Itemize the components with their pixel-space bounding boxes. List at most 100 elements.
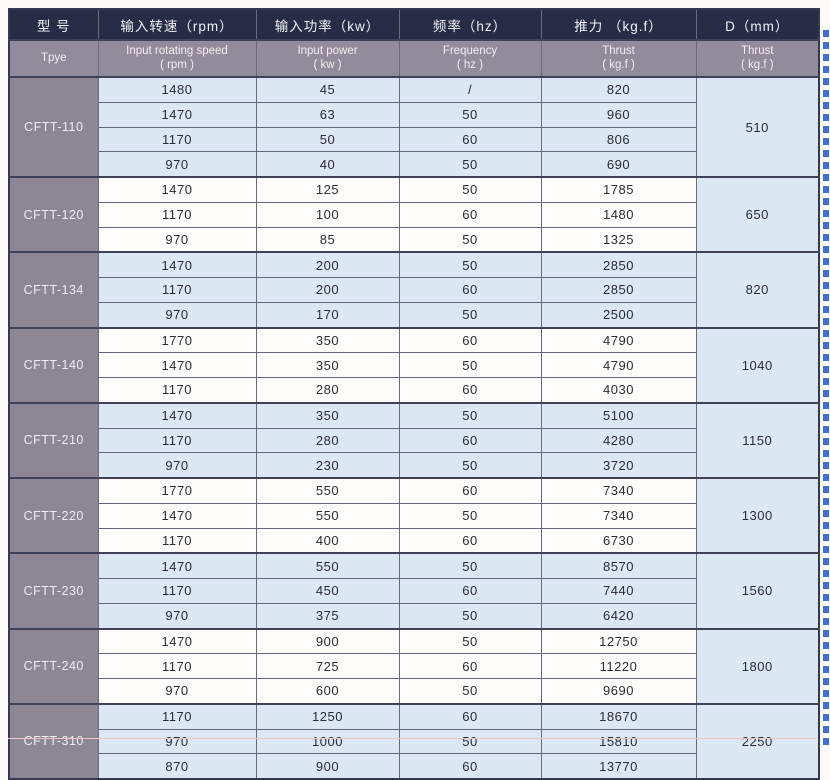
header-thrust-cn: 推力 （kg.f） bbox=[540, 8, 697, 41]
speed-cell: 1170 bbox=[97, 277, 257, 303]
speed-cell: 1170 bbox=[97, 126, 257, 153]
thrust-cell: 2500 bbox=[540, 301, 697, 329]
table-row: 1170 100 60 1480 bbox=[9, 201, 819, 228]
scan-bottom-line-artifact bbox=[8, 738, 816, 739]
table-row: 1170 280 60 4280 bbox=[9, 427, 819, 454]
header-frequency-en: Frequency( hz ) bbox=[398, 39, 542, 78]
power-cell: 550 bbox=[255, 476, 400, 504]
speed-cell: 1470 bbox=[97, 401, 257, 429]
d-cell: 510 bbox=[695, 76, 820, 178]
table-row: 1470 550 50 7340 bbox=[9, 502, 819, 529]
power-cell: 1000 bbox=[255, 728, 400, 755]
speed-cell: 1170 bbox=[97, 427, 257, 454]
power-cell: 200 bbox=[255, 277, 400, 303]
power-cell: 400 bbox=[255, 527, 400, 554]
thrust-cell: 15810 bbox=[540, 728, 697, 755]
power-cell: 85 bbox=[255, 226, 400, 253]
power-cell: 550 bbox=[255, 502, 400, 529]
freq-cell: 50 bbox=[398, 175, 542, 203]
freq-cell: 50 bbox=[398, 552, 542, 580]
d-cell: 1560 bbox=[695, 552, 820, 630]
thrust-cell: 2850 bbox=[540, 277, 697, 303]
header-diameter-cn: D（mm） bbox=[695, 8, 820, 41]
table-row: 1170 200 60 2850 bbox=[9, 277, 819, 303]
speed-cell: 1770 bbox=[97, 326, 257, 354]
freq-cell: 60 bbox=[398, 702, 542, 730]
freq-cell: 50 bbox=[398, 452, 542, 479]
power-cell: 900 bbox=[255, 627, 400, 655]
freq-cell: 60 bbox=[398, 653, 542, 679]
freq-cell: 60 bbox=[398, 578, 542, 604]
speed-cell: 1470 bbox=[97, 627, 257, 655]
d-cell: 1300 bbox=[695, 476, 820, 554]
thrust-cell: 9690 bbox=[540, 677, 697, 705]
d-cell: 820 bbox=[695, 251, 820, 329]
speed-cell: 1470 bbox=[97, 251, 257, 279]
table-row: CFTT-230 1470 550 50 8570 1560 bbox=[8, 552, 820, 630]
power-cell: 280 bbox=[255, 427, 400, 454]
thrust-cell: 806 bbox=[540, 126, 697, 153]
power-cell: 170 bbox=[255, 301, 400, 329]
header-model-en: Tpye bbox=[8, 39, 99, 78]
thrust-cell: 18670 bbox=[540, 702, 697, 730]
header-speed-en: Input rotating speed( rpm ) bbox=[97, 39, 257, 78]
header-thrust-en: Thrust( kg.f ) bbox=[540, 39, 697, 78]
power-cell: 40 bbox=[255, 151, 400, 178]
freq-cell: 50 bbox=[398, 401, 542, 429]
freq-cell: 60 bbox=[398, 753, 542, 780]
thrust-cell: 1325 bbox=[540, 226, 697, 253]
thrust-cell: 1785 bbox=[540, 175, 697, 203]
thrust-cell: 12750 bbox=[540, 627, 697, 655]
d-cell: 2250 bbox=[695, 702, 820, 780]
thrust-cell: 8570 bbox=[540, 552, 697, 580]
table-row: CFTT-120 1470 125 50 1785 650 bbox=[8, 175, 820, 253]
thrust-cell: 3720 bbox=[540, 452, 697, 479]
freq-cell: 50 bbox=[398, 101, 542, 128]
table-row: CFTT-140 1770 350 60 4790 1040 bbox=[8, 326, 820, 404]
power-cell: 550 bbox=[255, 552, 400, 580]
freq-cell: 50 bbox=[398, 627, 542, 655]
thrust-cell: 1480 bbox=[540, 201, 697, 228]
speed-cell: 1170 bbox=[97, 702, 257, 730]
table-row: CFTT-210 1470 350 50 5100 1150 bbox=[8, 401, 820, 479]
freq-cell: 60 bbox=[398, 326, 542, 354]
thrust-cell: 7440 bbox=[540, 578, 697, 604]
power-cell: 125 bbox=[255, 175, 400, 203]
freq-cell: 50 bbox=[398, 677, 542, 705]
freq-cell: 50 bbox=[398, 301, 542, 329]
thrust-cell: 7340 bbox=[540, 502, 697, 529]
thrust-cell: 5100 bbox=[540, 401, 697, 429]
model-cell: CFTT-140 bbox=[8, 326, 99, 404]
table-row: CFTT-240 1470 900 50 12750 1800 bbox=[8, 627, 820, 705]
scan-edge-artifact bbox=[823, 30, 829, 745]
d-cell: 1800 bbox=[695, 627, 820, 705]
thrust-cell: 690 bbox=[540, 151, 697, 178]
table-row: 1170 725 60 11220 bbox=[9, 653, 819, 679]
thrust-cell: 2850 bbox=[540, 251, 697, 279]
header-frequency-cn: 频率（hz） bbox=[398, 8, 542, 41]
freq-cell: 50 bbox=[398, 151, 542, 178]
header-row-en: Tpye Input rotating speed( rpm ) Input p… bbox=[8, 39, 820, 78]
header-power-en: Input power( kw ) bbox=[255, 39, 400, 78]
model-cell: CFTT-134 bbox=[8, 251, 99, 329]
power-cell: 450 bbox=[255, 578, 400, 604]
speed-cell: 970 bbox=[97, 728, 257, 755]
d-cell: 650 bbox=[695, 175, 820, 253]
freq-cell: 60 bbox=[398, 476, 542, 504]
speed-cell: 1470 bbox=[97, 352, 257, 378]
speed-cell: 1170 bbox=[97, 578, 257, 604]
speed-cell: 970 bbox=[97, 602, 257, 630]
speed-cell: 1470 bbox=[97, 175, 257, 203]
freq-cell: 50 bbox=[398, 602, 542, 630]
model-cell: CFTT-230 bbox=[8, 552, 99, 630]
table-row: 1470 63 50 960 bbox=[9, 101, 819, 128]
thrust-cell: 820 bbox=[540, 75, 697, 103]
model-cell: CFTT-210 bbox=[8, 401, 99, 479]
model-cell: CFTT-110 bbox=[8, 76, 99, 178]
header-power-cn: 输入功率（kw） bbox=[255, 8, 400, 41]
speed-cell: 970 bbox=[97, 677, 257, 705]
table-row: 1470 350 50 4790 bbox=[9, 352, 819, 378]
freq-cell: 50 bbox=[398, 728, 542, 755]
table-row: 1170 280 60 4030 bbox=[9, 376, 819, 404]
speed-cell: 970 bbox=[97, 452, 257, 479]
